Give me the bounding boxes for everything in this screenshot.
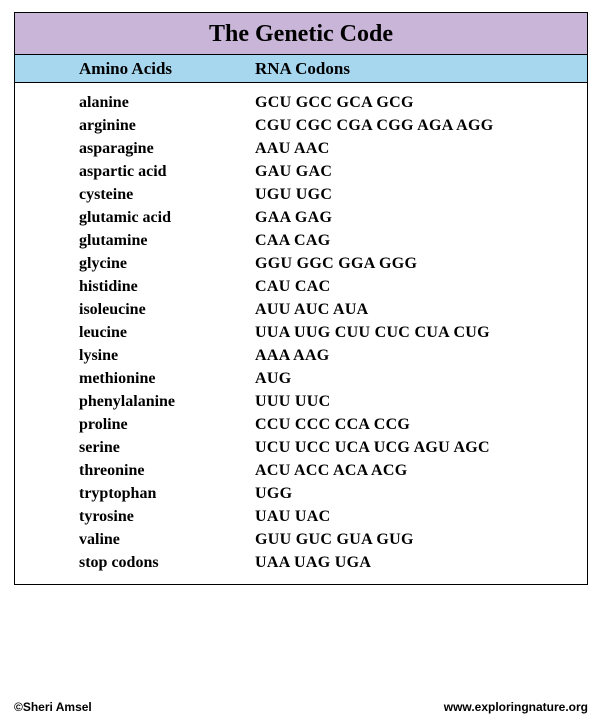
table-row: histidineCAU CAC xyxy=(15,275,587,298)
page-footer: ©Sheri Amsel www.exploringnature.org xyxy=(14,700,588,714)
amino-acid-cell: threonine xyxy=(15,462,255,480)
codon-cell: UUA UUG CUU CUC CUA CUG xyxy=(255,324,587,342)
amino-acid-cell: leucine xyxy=(15,324,255,342)
codon-cell: CAA CAG xyxy=(255,232,587,250)
amino-acid-cell: serine xyxy=(15,439,255,457)
amino-acid-cell: methionine xyxy=(15,370,255,388)
codon-cell: GCU GCC GCA GCG xyxy=(255,94,587,112)
copyright-text: ©Sheri Amsel xyxy=(14,700,92,714)
codon-cell: AUU AUC AUA xyxy=(255,301,587,319)
amino-acid-cell: phenylalanine xyxy=(15,393,255,411)
codon-cell: AAA AAG xyxy=(255,347,587,365)
table-row: stop codonsUAA UAG UGA xyxy=(15,551,587,574)
codon-cell: UAA UAG UGA xyxy=(255,554,587,572)
table-header-row: Amino Acids RNA Codons xyxy=(15,55,587,83)
codon-cell: UGU UGC xyxy=(255,186,587,204)
table-row: alanineGCU GCC GCA GCG xyxy=(15,91,587,114)
table-row: methionineAUG xyxy=(15,367,587,390)
amino-acid-cell: histidine xyxy=(15,278,255,296)
table-row: prolineCCU CCC CCA CCG xyxy=(15,413,587,436)
codon-cell: GUU GUC GUA GUG xyxy=(255,531,587,549)
amino-acid-cell: stop codons xyxy=(15,554,255,572)
table-row: threonineACU ACC ACA ACG xyxy=(15,459,587,482)
table-row: phenylalanineUUU UUC xyxy=(15,390,587,413)
table-row: arginineCGU CGC CGA CGG AGA AGG xyxy=(15,114,587,137)
codon-cell: GAU GAC xyxy=(255,163,587,181)
amino-acid-cell: isoleucine xyxy=(15,301,255,319)
codon-cell: CCU CCC CCA CCG xyxy=(255,416,587,434)
amino-acid-cell: glycine xyxy=(15,255,255,273)
codon-cell: AUG xyxy=(255,370,587,388)
table-row: serineUCU UCC UCA UCG AGU AGC xyxy=(15,436,587,459)
codon-cell: CAU CAC xyxy=(255,278,587,296)
amino-acid-cell: arginine xyxy=(15,117,255,135)
amino-acid-cell: glutamic acid xyxy=(15,209,255,227)
header-rna-codons: RNA Codons xyxy=(255,59,587,79)
table-body: alanineGCU GCC GCA GCGarginineCGU CGC CG… xyxy=(15,83,587,584)
table-row: glutamic acidGAA GAG xyxy=(15,206,587,229)
codon-cell: UUU UUC xyxy=(255,393,587,411)
amino-acid-cell: valine xyxy=(15,531,255,549)
genetic-code-table: The Genetic Code Amino Acids RNA Codons … xyxy=(14,12,588,585)
table-row: cysteineUGU UGC xyxy=(15,183,587,206)
codon-cell: AAU AAC xyxy=(255,140,587,158)
amino-acid-cell: lysine xyxy=(15,347,255,365)
amino-acid-cell: alanine xyxy=(15,94,255,112)
codon-cell: GAA GAG xyxy=(255,209,587,227)
table-row: aspartic acidGAU GAC xyxy=(15,160,587,183)
table-row: isoleucineAUU AUC AUA xyxy=(15,298,587,321)
header-amino-acids: Amino Acids xyxy=(15,59,255,79)
codon-cell: ACU ACC ACA ACG xyxy=(255,462,587,480)
table-row: lysineAAA AAG xyxy=(15,344,587,367)
codon-cell: GGU GGC GGA GGG xyxy=(255,255,587,273)
codon-cell: UAU UAC xyxy=(255,508,587,526)
table-row: tyrosineUAU UAC xyxy=(15,505,587,528)
amino-acid-cell: tryptophan xyxy=(15,485,255,503)
codon-cell: UGG xyxy=(255,485,587,503)
table-row: leucineUUA UUG CUU CUC CUA CUG xyxy=(15,321,587,344)
table-row: asparagineAAU AAC xyxy=(15,137,587,160)
table-row: valineGUU GUC GUA GUG xyxy=(15,528,587,551)
codon-cell: UCU UCC UCA UCG AGU AGC xyxy=(255,439,587,457)
source-url: www.exploringnature.org xyxy=(444,700,588,714)
table-row: tryptophanUGG xyxy=(15,482,587,505)
codon-cell: CGU CGC CGA CGG AGA AGG xyxy=(255,117,587,135)
amino-acid-cell: cysteine xyxy=(15,186,255,204)
amino-acid-cell: glutamine xyxy=(15,232,255,250)
amino-acid-cell: asparagine xyxy=(15,140,255,158)
table-title-row: The Genetic Code xyxy=(15,13,587,55)
amino-acid-cell: proline xyxy=(15,416,255,434)
amino-acid-cell: aspartic acid xyxy=(15,163,255,181)
table-title: The Genetic Code xyxy=(15,21,587,48)
amino-acid-cell: tyrosine xyxy=(15,508,255,526)
table-row: glutamineCAA CAG xyxy=(15,229,587,252)
table-row: glycineGGU GGC GGA GGG xyxy=(15,252,587,275)
